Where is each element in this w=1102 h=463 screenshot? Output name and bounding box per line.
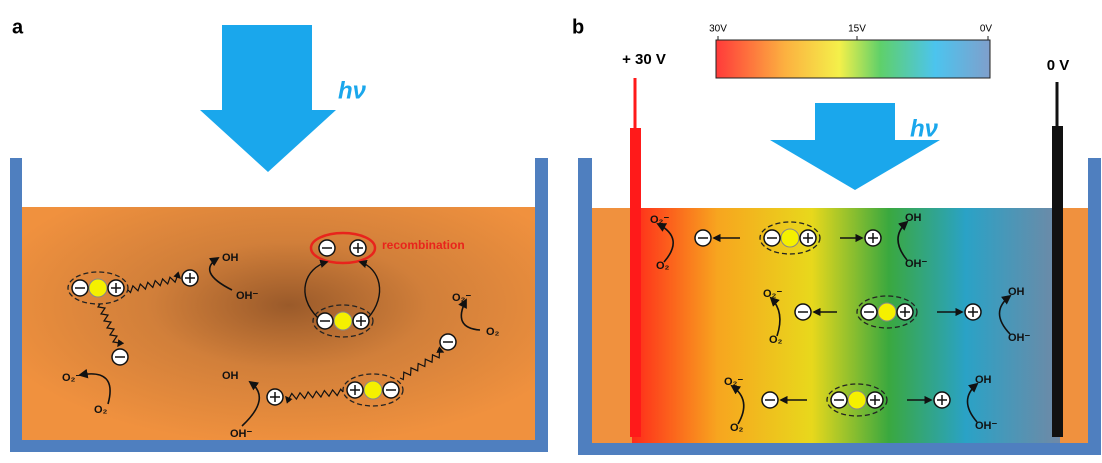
beaker-wall [578,158,592,455]
scale-label: 15V [848,24,866,35]
particle [88,278,108,298]
wavy-path [127,271,182,294]
species-label: O₂⁻ [650,214,669,226]
electrode [630,128,641,437]
species-label: OH⁻ [230,428,253,440]
species-label: OH⁻ [975,420,998,432]
light-arrow [200,25,336,172]
panel-label: b [572,16,584,38]
particle [333,311,353,331]
recombination-path [358,259,381,319]
beaker-wall [10,158,22,452]
panel-label: a [12,16,24,38]
light-label: hν [910,115,939,142]
reaction-arrow [458,298,481,331]
species-label: OH [222,370,239,382]
light-label: hν [338,77,367,104]
color-scale [715,39,991,79]
scale-label: 0V [980,24,993,35]
wavy-path [399,346,445,381]
electrode-label: 0 V [1047,57,1070,74]
exciton-ring [312,304,374,338]
reaction-arrow [730,384,745,425]
reaction-arrow [897,220,909,261]
reaction-arrow [241,380,260,427]
exciton-ring [856,295,918,329]
reaction-arrow [656,223,674,263]
species-label: OH [222,252,239,264]
recombination-path [304,259,329,319]
reaction-arrow [966,382,979,423]
species-label: OH [905,212,922,224]
particle [780,228,800,248]
reaction-arrow [78,368,111,405]
beaker-wall [1088,158,1101,455]
species-label: O₂ [94,404,108,416]
species-label: O₂ [656,260,670,272]
species-label: OH⁻ [1008,332,1031,344]
species-label: O₂ [486,326,500,338]
exciton-ring [826,383,888,417]
species-label: O₂⁻ [724,376,743,388]
species-label: O₂⁻ [452,292,471,304]
exciton-ring [342,373,404,407]
species-label: O₂⁻ [763,288,782,300]
beaker-bottom [10,440,548,452]
electrode-label: + 30 V [622,51,666,68]
reaction-arrow [208,256,233,291]
species-label: OH⁻ [905,258,928,270]
beaker-bottom [578,443,1101,455]
particle [877,302,897,322]
wavy-path [285,388,344,404]
recombination-ring [309,231,377,265]
particle [363,380,383,400]
species-label: OH⁻ [236,290,259,302]
electrode [1052,126,1063,437]
exciton-ring [67,271,129,305]
beaker-wall [535,158,548,452]
reaction-arrow [998,294,1012,335]
scale-label: 30V [709,24,727,35]
particle [847,390,867,410]
species-label: O₂⁻ [62,372,81,384]
exciton-ring [759,221,821,255]
species-label: OH [1008,286,1025,298]
species-label: OH [975,374,992,386]
light-arrow [770,103,940,190]
species-label: O₂ [769,334,783,346]
recombination-label: recombination [382,238,465,252]
wavy-path [96,303,125,348]
reaction-arrow [769,296,781,337]
species-label: O₂ [730,422,744,434]
